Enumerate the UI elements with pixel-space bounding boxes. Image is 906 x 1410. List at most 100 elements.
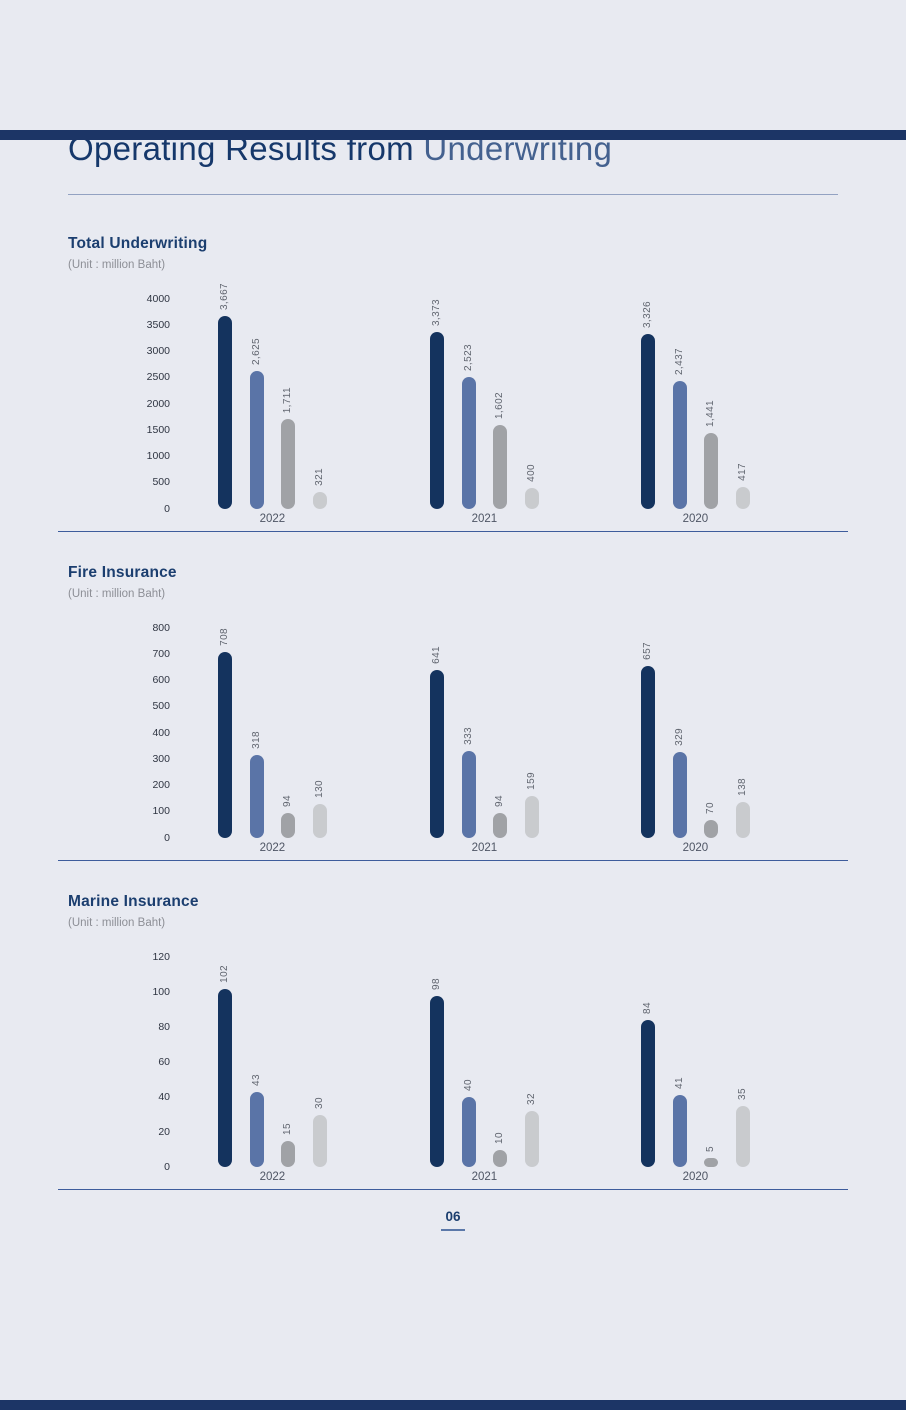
y-axis-tick-label: 1000 (146, 450, 170, 462)
bar-value-label: 333 (462, 726, 474, 745)
fire-insurance-chart: 800 700 600 500 400 300 200 100 0 708 318 94 130 2022… (0, 614, 906, 858)
bar-value-label: 41 (673, 1077, 685, 1090)
section-divider (58, 860, 848, 861)
bar (430, 995, 444, 1167)
bar-value-label: 657 (642, 641, 653, 660)
y-axis-tick-label: 2000 (146, 397, 170, 410)
unit-label: (Unit : million Baht) (68, 259, 166, 271)
bar (704, 433, 719, 509)
bar (430, 669, 444, 838)
y-axis-tick-label: 0 (164, 831, 170, 844)
x-axis-category-label: 2020 (682, 1171, 709, 1183)
y-axis-tick-label: 0 (164, 1160, 170, 1173)
bar-value-label: 94 (494, 795, 506, 808)
bar-value-label: 94 (282, 795, 294, 808)
bar (430, 331, 444, 509)
bar-value-label: 70 (705, 801, 717, 814)
bar-value-label: 30 (313, 1096, 325, 1109)
bar (249, 1091, 264, 1167)
bar-value-label: 2,523 (462, 343, 474, 371)
y-axis-tick-label: 0 (164, 502, 170, 515)
y-axis-tick-label: 300 (152, 752, 170, 765)
section-divider (58, 531, 848, 532)
bar-value-label: 641 (431, 645, 442, 664)
x-axis-category-label: 2021 (471, 842, 498, 854)
y-axis-tick-label: 80 (158, 1020, 170, 1033)
bar (249, 754, 264, 838)
y-axis-tick-label: 3500 (146, 318, 170, 331)
marine-insurance-chart: 120 100 80 60 40 20 0 102 43 15 30 2022 98 40 10 32 2021… (0, 943, 906, 1187)
y-axis-tick-label: 120 (152, 950, 170, 963)
page-number: 06 (445, 1209, 461, 1224)
bar (461, 1097, 476, 1167)
y-axis-tick-label: 2500 (146, 371, 170, 384)
bar-value-label: 98 (431, 977, 442, 990)
bar (218, 316, 232, 509)
bar-value-label: 417 (736, 463, 748, 482)
bar-value-label: 15 (282, 1122, 294, 1135)
bar (672, 1095, 687, 1167)
section-title-total-underwriting: Total Underwriting (68, 235, 208, 252)
y-axis-tick-label: 4000 (146, 292, 170, 305)
bar (493, 1149, 508, 1167)
bar-value-label: 102 (219, 964, 230, 983)
bar-value-label: 84 (642, 1002, 653, 1014)
bar-value-label: 318 (250, 730, 262, 749)
bar-value-label: 40 (462, 1079, 474, 1091)
x-axis-category-label: 2020 (682, 513, 709, 525)
bar-value-label: 329 (673, 727, 685, 746)
bar-value-label: 32 (525, 1093, 537, 1105)
x-axis-category-label: 2022 (259, 1171, 286, 1183)
bar-value-label: 1,602 (494, 391, 506, 419)
bar-value-label: 35 (736, 1087, 748, 1100)
y-axis-tick-label: 200 (152, 779, 170, 791)
y-axis-tick-label: 400 (152, 726, 170, 739)
total-underwriting-chart: 4000 3500 3000 2500 2000 1500 1000 500 0 3,667 2,6… (0, 283, 906, 529)
page-footer: 06 (0, 1208, 906, 1231)
section-title-marine-insurance: Marine Insurance (68, 893, 199, 910)
section-marine-insurance: Marine Insurance (Unit : million Baht) 1… (0, 893, 906, 1190)
x-axis-category-label: 2021 (471, 1171, 498, 1183)
bar-value-label: 3,667 (219, 283, 230, 311)
section-fire-insurance: Fire Insurance (Unit : million Baht) 800… (0, 564, 906, 861)
bar-value-label: 321 (313, 468, 325, 487)
y-axis-tick-label: 100 (152, 985, 170, 998)
bar (281, 1140, 296, 1167)
section-title-fire-insurance: Fire Insurance (68, 564, 177, 581)
bar (641, 334, 655, 509)
y-axis-tick-label: 500 (152, 700, 170, 713)
y-axis-tick-label: 100 (152, 805, 170, 818)
bar-value-label: 5 (705, 1146, 717, 1152)
unit-label: (Unit : million Baht) (68, 588, 166, 600)
section-divider (58, 1189, 848, 1190)
bar-value-label: 159 (525, 772, 537, 791)
bar (461, 750, 476, 838)
bar (312, 492, 327, 509)
title-rule (68, 194, 838, 195)
bar (461, 376, 476, 509)
bar (735, 1105, 750, 1167)
y-axis-tick-label: 40 (158, 1090, 170, 1103)
bar-value-label: 10 (494, 1131, 506, 1144)
bar (281, 813, 296, 838)
bar (312, 1114, 327, 1167)
bar (524, 796, 539, 838)
bar (672, 751, 687, 838)
bar (641, 1020, 655, 1167)
bar-value-label: 1,441 (705, 400, 717, 428)
bar-value-label: 1,711 (282, 386, 294, 414)
bar (735, 801, 750, 838)
y-axis-tick-label: 500 (152, 476, 170, 489)
bar-value-label: 3,373 (431, 298, 442, 326)
bar-value-label: 43 (250, 1073, 262, 1086)
bar (524, 488, 539, 509)
bar (704, 819, 719, 838)
bar (218, 652, 232, 838)
y-axis-tick-label: 3000 (146, 345, 170, 357)
y-axis-tick-label: 60 (158, 1055, 170, 1068)
bottom-accent-band (0, 1400, 906, 1410)
y-axis-tick-label: 20 (158, 1125, 170, 1138)
bar-value-label: 3,326 (642, 301, 653, 329)
bar (641, 665, 655, 838)
unit-label: (Unit : million Baht) (68, 917, 166, 929)
